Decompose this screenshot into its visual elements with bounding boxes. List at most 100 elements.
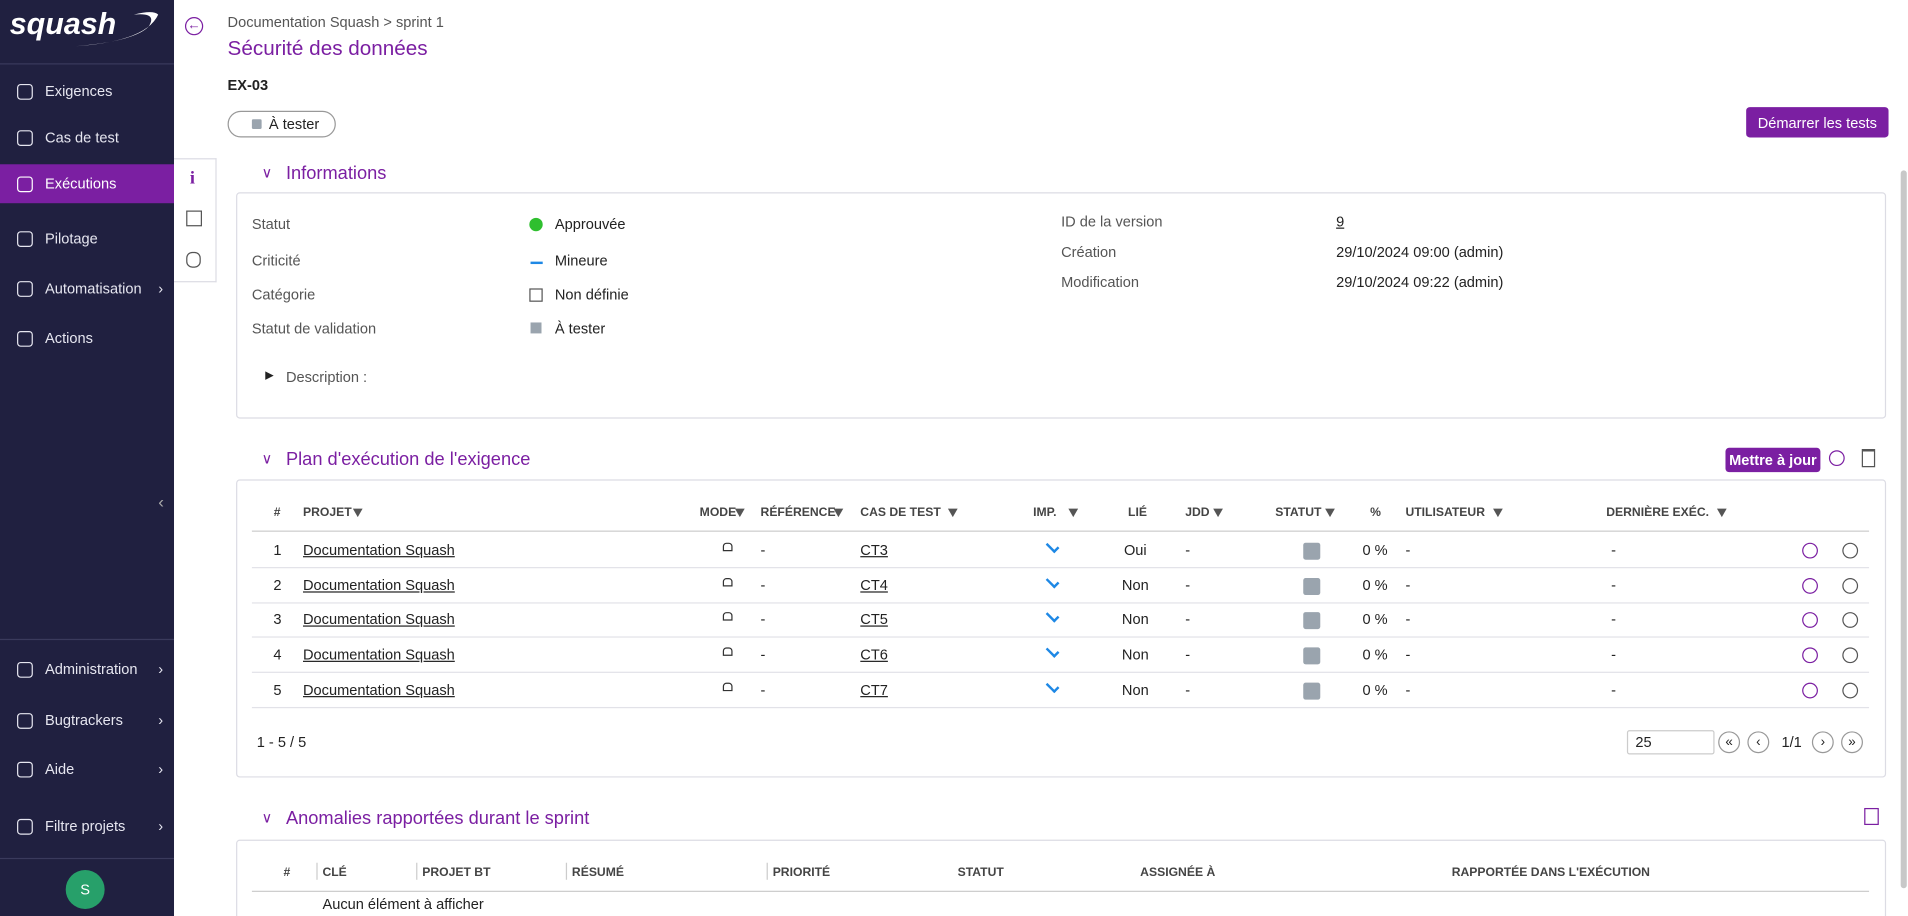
column-header[interactable]: ASSIGNÉE À: [1140, 866, 1216, 880]
nav-item[interactable]: Exigences: [0, 72, 174, 111]
row-line: [251, 636, 1870, 639]
collapse-toggle[interactable]: ‹: [158, 491, 164, 512]
column-header[interactable]: RÉFÉRENCE: [760, 506, 836, 520]
remove-button[interactable]: [1842, 647, 1859, 664]
nav-item[interactable]: Administration ›: [0, 650, 174, 689]
cell: -: [1405, 681, 1411, 699]
column-header[interactable]: CAS DE TEST: [860, 506, 941, 520]
page-nav-button[interactable]: «: [1718, 731, 1741, 754]
cell: -: [760, 576, 766, 594]
cell[interactable]: CT7: [860, 681, 888, 699]
update-button[interactable]: Mettre à jour: [1725, 447, 1821, 473]
field-value: Non définie: [554, 285, 629, 303]
avatar[interactable]: S: [65, 870, 105, 909]
nav-item[interactable]: Pilotage: [0, 219, 174, 258]
cell[interactable]: CT6: [860, 646, 888, 664]
nav-item[interactable]: Filtre projets ›: [0, 807, 174, 846]
column-header[interactable]: STATUT: [957, 866, 1004, 880]
column-header[interactable]: DERNIÈRE EXÉC.: [1606, 506, 1710, 520]
tab-info[interactable]: i: [189, 169, 195, 189]
page-size-select[interactable]: 25: [1626, 730, 1715, 755]
start-tests-button[interactable]: Démarrer les tests: [1746, 107, 1889, 138]
cell[interactable]: CT3: [860, 541, 888, 559]
column-header[interactable]: RAPPORTÉE DANS L'EXÉCUTION: [1451, 866, 1650, 880]
cell[interactable]: Documentation Squash: [302, 541, 455, 559]
column-header[interactable]: PROJET BT: [422, 866, 491, 880]
filter-icon[interactable]: [1325, 508, 1336, 518]
cell: -: [1185, 611, 1191, 629]
filter-icon[interactable]: [1212, 508, 1223, 518]
filter-icon[interactable]: [1068, 508, 1078, 518]
run-button[interactable]: [1802, 542, 1818, 559]
filter-icon[interactable]: [353, 508, 363, 518]
nav-item[interactable]: Exécutions: [0, 164, 175, 204]
cell[interactable]: Documentation Squash: [302, 611, 455, 629]
page-nav-button[interactable]: ‹: [1747, 731, 1770, 754]
column-header[interactable]: STATUT: [1275, 506, 1322, 520]
description-label[interactable]: Description :: [285, 368, 368, 386]
cell[interactable]: Documentation Squash: [302, 681, 455, 699]
cell[interactable]: CT5: [860, 611, 888, 629]
nav-item[interactable]: Bugtrackers ›: [0, 701, 174, 740]
column-header[interactable]: #: [273, 506, 281, 520]
cell: -: [1185, 576, 1191, 594]
nav-label: Actions: [45, 329, 93, 347]
cell[interactable]: CT4: [860, 576, 888, 594]
nav-chevron: ›: [158, 760, 164, 778]
column-header[interactable]: IMP.: [1033, 506, 1057, 520]
row-line: [251, 706, 1870, 708]
column-header[interactable]: PRIORITÉ: [772, 866, 831, 880]
remove-button[interactable]: [1842, 612, 1859, 629]
filter-icon[interactable]: [1716, 508, 1727, 518]
chevron[interactable]: ∨: [261, 809, 273, 827]
nav-item[interactable]: Automatisation ›: [0, 269, 174, 308]
breadcrumb[interactable]: Documentation Squash > sprint 1: [227, 13, 444, 31]
column-header[interactable]: #: [283, 866, 291, 880]
add-button[interactable]: [1828, 450, 1845, 467]
delete-button[interactable]: [1861, 449, 1876, 468]
run-button[interactable]: [1802, 612, 1818, 629]
cell[interactable]: Documentation Squash: [302, 646, 455, 664]
expand-arrow[interactable]: ▶: [265, 368, 274, 381]
field-icon: [530, 254, 543, 265]
page-nav-button[interactable]: ›: [1811, 731, 1834, 754]
filter-icon[interactable]: [734, 508, 745, 518]
filter-icon[interactable]: [833, 508, 844, 518]
column-header[interactable]: PROJET: [302, 506, 352, 520]
column-header[interactable]: UTILISATEUR: [1405, 506, 1486, 520]
field-label: Création: [1061, 243, 1117, 261]
tab-bugs[interactable]: [186, 251, 201, 268]
cell: 0 %: [1362, 611, 1388, 629]
column-separator: [416, 862, 418, 880]
run-button[interactable]: [1802, 647, 1818, 664]
nav-icon: [17, 661, 33, 678]
cell: 0 %: [1362, 576, 1388, 594]
remove-button[interactable]: [1842, 577, 1859, 594]
run-button[interactable]: [1802, 682, 1818, 699]
nav-item[interactable]: Aide ›: [0, 750, 174, 789]
page-nav-button[interactable]: »: [1841, 731, 1863, 754]
column-header[interactable]: LIÉ: [1128, 506, 1147, 520]
divider: [0, 63, 175, 65]
tab-tree[interactable]: [186, 210, 202, 227]
filter-icon[interactable]: [1493, 508, 1504, 518]
remove-button[interactable]: [1842, 682, 1859, 699]
run-button[interactable]: [1802, 577, 1818, 594]
nav-item[interactable]: Actions: [0, 319, 174, 358]
field-value[interactable]: 9: [1336, 212, 1345, 230]
chevron[interactable]: ∨: [261, 450, 273, 468]
remove-button[interactable]: [1842, 542, 1859, 559]
column-header[interactable]: %: [1370, 506, 1381, 520]
column-header[interactable]: JDD: [1185, 506, 1210, 520]
export-button[interactable]: [1864, 807, 1879, 826]
back-button[interactable]: ←: [184, 17, 204, 36]
column-header[interactable]: CLÉ: [322, 866, 347, 880]
cell-icon: [1303, 647, 1321, 665]
logo[interactable]: squash: [9, 7, 117, 42]
column-header[interactable]: RÉSUMÉ: [571, 866, 624, 880]
column-header[interactable]: MODE: [699, 506, 737, 520]
filter-icon[interactable]: [948, 508, 958, 518]
chevron[interactable]: ∨: [261, 164, 273, 182]
nav-item[interactable]: Cas de test: [0, 118, 174, 157]
cell[interactable]: Documentation Squash: [302, 576, 455, 594]
